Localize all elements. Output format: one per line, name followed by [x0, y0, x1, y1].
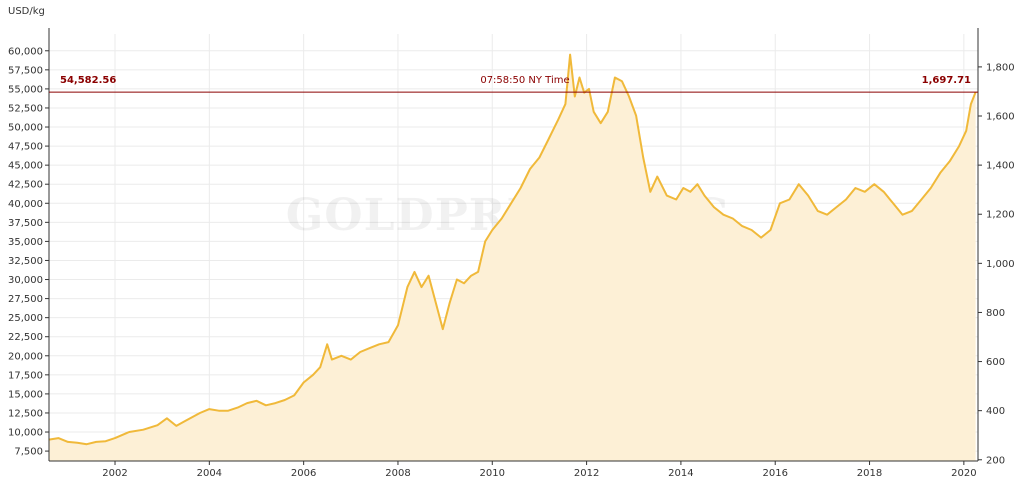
y-tick-label: 30,000	[8, 275, 43, 286]
price-area-layer	[48, 53, 977, 461]
axes	[48, 28, 979, 462]
x-tick-label: 2012	[574, 468, 599, 479]
y2-tick-label: 400	[986, 406, 1005, 417]
y-tick-label: 10,000	[8, 428, 43, 439]
y2-tick-label: 1,000	[986, 259, 1015, 270]
y-tick-label: 55,000	[8, 84, 43, 95]
y2-tick-label: 1,600	[986, 112, 1015, 123]
y-axis-left-ticks: 7,500 10,000 12,500 15,000 17,500 20,000 22,50…	[8, 46, 49, 458]
current-price-left-label: 54,582.56	[60, 75, 116, 86]
y2-tick-label: 200	[986, 455, 1005, 466]
x-tick-label: 2016	[762, 468, 787, 479]
y-tick-label: 32,500	[8, 256, 43, 267]
y-tick-label: 15,000	[8, 389, 43, 400]
x-tick-label: 2008	[385, 468, 410, 479]
y2-tick-label: 1,800	[986, 62, 1015, 73]
y-tick-label: 37,500	[8, 218, 43, 229]
y2-tick-label: 600	[986, 357, 1005, 368]
current-time-label: 07:58:50 NY Time	[480, 75, 569, 86]
y-tick-label: 57,500	[8, 65, 43, 76]
y-tick-label: 52,500	[8, 103, 43, 114]
y-tick-label: 25,000	[8, 313, 43, 324]
x-tick-label: 2010	[480, 468, 505, 479]
y-tick-label: 60,000	[8, 46, 43, 57]
y2-tick-label: 1,200	[986, 210, 1015, 221]
x-tick-label: 2014	[668, 468, 693, 479]
y-tick-label: 35,000	[8, 237, 43, 248]
y2-tick-label: 1,400	[986, 161, 1015, 172]
x-tick-label: 2002	[102, 468, 127, 479]
y-axis-unit-label: USD/kg	[8, 6, 45, 17]
y-tick-label: 7,500	[14, 447, 43, 458]
y2-tick-label: 800	[986, 308, 1005, 319]
current-price-marker: 54,582.56 07:58:50 NY Time 1,697.71	[49, 75, 978, 93]
x-tick-label: 2020	[951, 468, 976, 479]
y-tick-label: 47,500	[8, 142, 43, 153]
y-tick-label: 40,000	[8, 199, 43, 210]
x-tick-label: 2004	[197, 468, 222, 479]
price-area-fill	[49, 54, 976, 461]
price-line	[48, 53, 977, 446]
y-tick-label: 42,500	[8, 180, 43, 191]
x-axis-ticks: 2002 2004 2006 2008 2010 2012 2014 2016 2018 2020	[102, 461, 977, 479]
y-axis-right-ticks: 200 400 600 800 1,000 1,200 1,400 1,600 1,800	[978, 62, 1015, 466]
y-tick-label: 50,000	[8, 123, 43, 134]
x-tick-label: 2018	[857, 468, 882, 479]
current-price-right-label: 1,697.71	[922, 75, 971, 86]
x-tick-label: 2006	[291, 468, 316, 479]
y-tick-label: 22,500	[8, 332, 43, 343]
y-tick-label: 45,000	[8, 161, 43, 172]
y-tick-label: 12,500	[8, 408, 43, 419]
y-tick-label: 17,500	[8, 370, 43, 381]
y-tick-label: 20,000	[8, 351, 43, 362]
y-tick-label: 27,500	[8, 294, 43, 305]
